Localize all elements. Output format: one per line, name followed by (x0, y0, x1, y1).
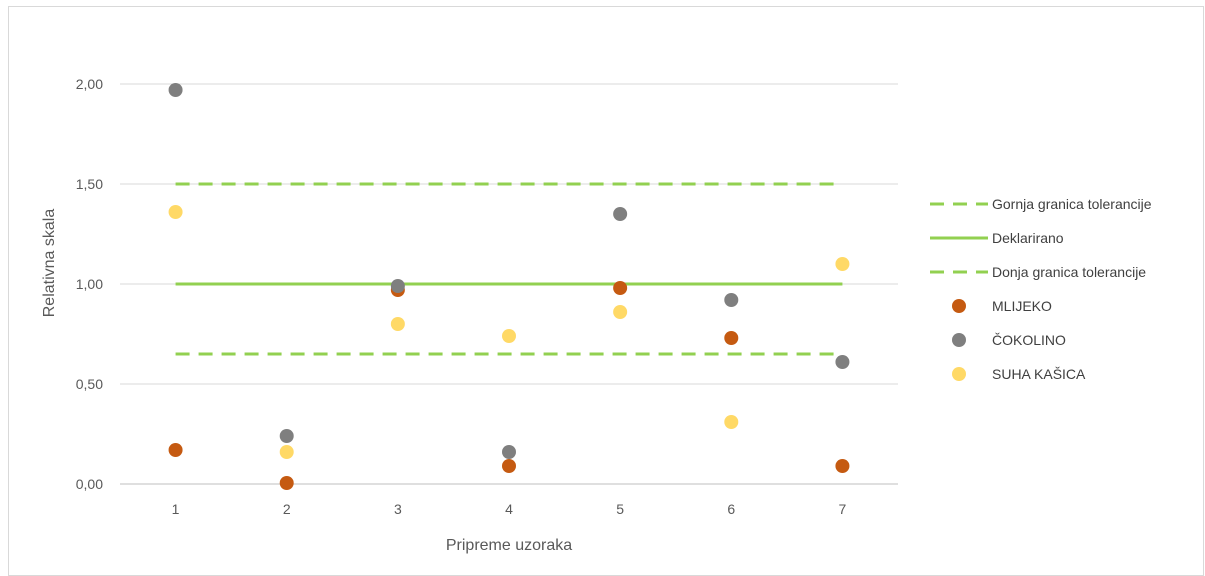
x-tick-label: 7 (839, 501, 847, 517)
x-tick-label: 5 (616, 501, 624, 517)
x-tick-label: 1 (172, 501, 180, 517)
data-point (835, 355, 850, 369)
data-point (502, 329, 516, 343)
x-tick-label: 2 (283, 501, 291, 517)
data-point (168, 205, 183, 219)
data-point (279, 476, 294, 490)
legend-marker-swatch (952, 367, 966, 381)
y-tick-label: 0,00 (76, 476, 103, 492)
data-point (724, 293, 739, 307)
legend-marker-swatch (952, 333, 966, 347)
data-point (168, 443, 183, 457)
data-point (613, 305, 628, 319)
data-point (835, 459, 850, 473)
legend-label: Donja granica tolerancije (992, 264, 1146, 280)
legend-label: Deklarirano (992, 230, 1064, 246)
y-tick-label: 0,50 (76, 376, 103, 392)
x-tick-label: 4 (505, 501, 513, 517)
y-tick-label: 1,00 (76, 276, 103, 292)
y-tick-labels: 0,00 0,50 1,00 1,50 2,00 (76, 76, 103, 492)
data-point (168, 83, 183, 97)
data-point (390, 317, 405, 331)
x-tick-labels: 1 2 3 4 5 6 7 (172, 501, 847, 517)
legend-label: ČOKOLINO (992, 332, 1066, 348)
chart-frame (8, 6, 1204, 576)
data-points (168, 83, 850, 490)
data-point (835, 257, 850, 271)
data-point (502, 445, 516, 459)
x-tick-label: 3 (394, 501, 402, 517)
y-tick-label: 2,00 (76, 76, 103, 92)
data-point (613, 207, 628, 221)
legend: Gornja granica tolerancije Deklarirano Don… (930, 196, 1152, 382)
data-point (279, 429, 294, 443)
data-point (390, 279, 405, 293)
legend-marker-swatch (952, 299, 966, 313)
x-axis-title: Pripreme uzoraka (446, 537, 572, 554)
data-point (279, 445, 294, 459)
x-tick-label: 6 (727, 501, 735, 517)
legend-label: MLIJEKO (992, 298, 1052, 314)
data-point (502, 459, 516, 473)
data-point (724, 331, 739, 345)
legend-label: SUHA KAŠICA (992, 366, 1086, 382)
y-axis-title: Relativna skala (41, 209, 58, 318)
data-point (724, 415, 739, 429)
data-point (613, 281, 628, 295)
reference-lines (175, 182, 843, 356)
y-tick-label: 1,50 (76, 176, 103, 192)
legend-label: Gornja granica tolerancije (992, 196, 1152, 212)
